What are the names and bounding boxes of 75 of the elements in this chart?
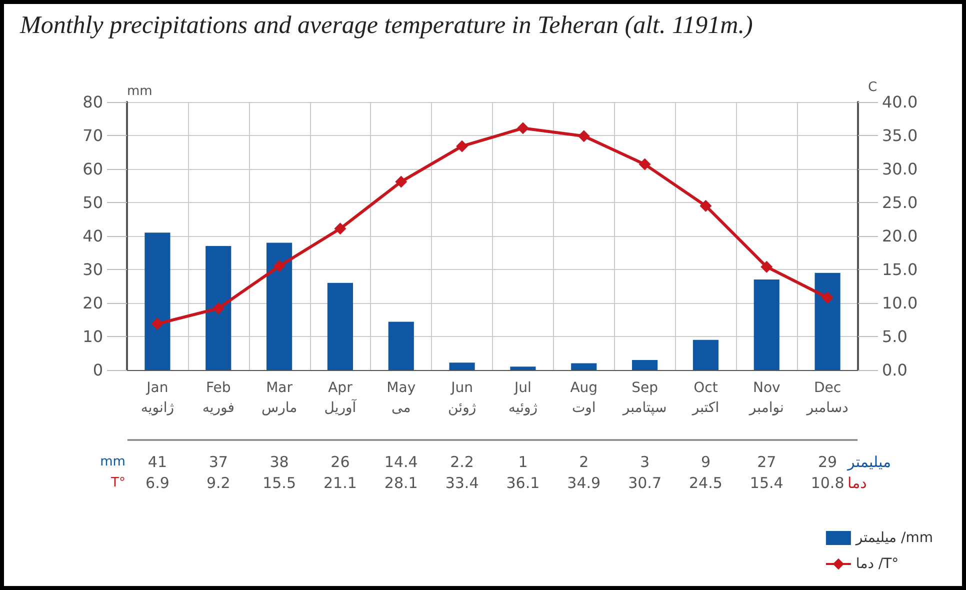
bar: [388, 322, 414, 370]
data-label: 1: [518, 453, 528, 471]
point: [151, 318, 164, 330]
text: میلیمتر: [846, 453, 892, 471]
text: mm: [100, 454, 126, 470]
y-tick-label: 40: [82, 226, 103, 246]
data-label: 2.2: [450, 453, 474, 471]
data-label: 33.4: [445, 474, 479, 492]
data-label: 38: [270, 453, 289, 471]
y-tick-label: 60: [82, 160, 103, 178]
y2-tick-label: 0.0: [882, 360, 908, 380]
data-label: 29: [818, 453, 838, 471]
data-label: 28.1: [384, 474, 418, 492]
data-label: 15.4: [750, 474, 784, 492]
bar: [266, 242, 292, 370]
point: [456, 140, 468, 152]
point: [395, 176, 408, 188]
legend-label: میلیمتر /mm: [854, 530, 934, 546]
bar: [814, 272, 840, 370]
bar: [327, 282, 353, 370]
y-tick-label: 50: [82, 193, 103, 212]
point: [700, 200, 712, 212]
data-label: 34.9: [567, 474, 601, 492]
y2-tick-label: 25.0: [882, 193, 918, 212]
data-label: 2: [579, 453, 589, 471]
bar: [571, 363, 597, 370]
y-tick-label: 80: [82, 92, 103, 112]
y2-tick-label: 35.0: [882, 126, 918, 145]
y-tick-label: 70: [82, 126, 103, 145]
data-label: 14.4: [384, 453, 418, 471]
y2-tick-label: 30.0: [882, 160, 918, 178]
point: [578, 130, 590, 142]
data-label: 27: [757, 453, 776, 471]
bar: [206, 246, 232, 370]
legend-label: دما /T°: [856, 556, 899, 572]
point: [212, 302, 224, 314]
chart-title: Monthly precipitations and average temperature in Teheran (alt. 1191m.): [20, 12, 753, 40]
bar: [144, 232, 170, 370]
point: [334, 222, 346, 235]
y-tick-label: 0: [92, 360, 103, 380]
y-axis-title: mm: [127, 84, 152, 99]
y2-tick-label: 5.0: [882, 327, 908, 346]
y-tick-label: 10: [82, 327, 103, 346]
point: [516, 122, 529, 134]
data-label: 30.7: [628, 474, 662, 492]
data-label: 36.1: [506, 474, 540, 492]
data-label: 15.5: [262, 474, 296, 492]
data-label: 9.2: [206, 474, 230, 492]
data-label: 10.8: [810, 474, 844, 492]
point: [638, 158, 651, 170]
bar: [632, 360, 658, 370]
y2-tick-label: 10.0: [882, 294, 918, 312]
point: [273, 260, 286, 272]
data-label: 41: [148, 453, 168, 471]
bar: [754, 280, 780, 370]
bar: [692, 340, 718, 370]
y2-tick-label: 15.0: [882, 260, 918, 279]
data-label: 37: [208, 453, 228, 471]
y-tick-label: 20: [82, 294, 103, 312]
text: دما: [848, 474, 867, 492]
data-label: 21.1: [324, 474, 357, 492]
text: T°: [110, 476, 126, 490]
y-tick-label: 30: [82, 260, 103, 279]
data-label: 26: [330, 453, 350, 471]
point: [760, 260, 773, 273]
point: [822, 292, 834, 304]
data-label: 6.9: [146, 474, 170, 492]
y2-axis-title: C: [868, 80, 878, 96]
data-label: 24.5: [689, 474, 722, 492]
data-label: 3: [640, 453, 650, 471]
y2-tick-label: 40.0: [882, 92, 918, 112]
bar: [510, 366, 536, 370]
bar: [449, 362, 475, 370]
data-label: 9: [700, 453, 710, 471]
y2-tick-label: 20.0: [882, 226, 918, 246]
